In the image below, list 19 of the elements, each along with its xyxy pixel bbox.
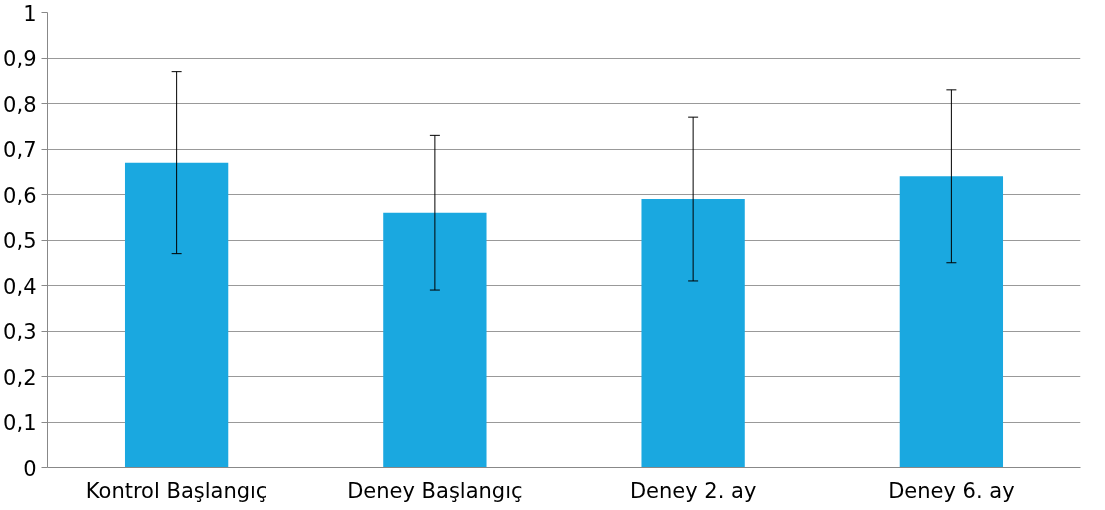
x-tick-label: Kontrol Başlangıç [85, 478, 268, 503]
y-tick-label: 0,2 [3, 365, 37, 390]
y-tick-label: 0,6 [3, 183, 37, 208]
y-tick-label: 0 [23, 456, 37, 481]
bar [899, 176, 1004, 468]
y-tick-label: 1 [23, 1, 37, 26]
x-tick-label: Deney 6. ay [888, 478, 1015, 503]
y-tick-label: 0,4 [3, 274, 37, 299]
y-tick-label: 0,5 [3, 229, 37, 253]
x-tick-label: Deney 2. ay [629, 478, 757, 503]
y-tick-label: 0,3 [3, 320, 37, 344]
bar [383, 212, 487, 468]
x-tick-label: Deney Başlangıç [347, 478, 523, 503]
bar [124, 162, 229, 468]
bar [641, 199, 745, 468]
y-tick-label: 0,1 [3, 411, 37, 435]
y-tick-label: 0,8 [3, 92, 37, 117]
y-tick-label: 0,7 [3, 138, 37, 162]
y-tick-label: 0,9 [3, 47, 37, 71]
